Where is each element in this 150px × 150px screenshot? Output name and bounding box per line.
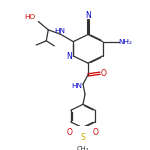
Text: N: N bbox=[85, 12, 91, 21]
Text: HN: HN bbox=[54, 28, 65, 34]
Text: O: O bbox=[93, 128, 99, 137]
Text: CH₃: CH₃ bbox=[77, 146, 89, 150]
Text: O: O bbox=[101, 69, 107, 78]
Text: N: N bbox=[66, 52, 72, 61]
Text: S: S bbox=[81, 133, 86, 142]
Text: O: O bbox=[67, 128, 73, 137]
Text: NH₂: NH₂ bbox=[118, 39, 132, 45]
Text: HO: HO bbox=[25, 14, 36, 20]
Text: HN: HN bbox=[72, 83, 82, 89]
